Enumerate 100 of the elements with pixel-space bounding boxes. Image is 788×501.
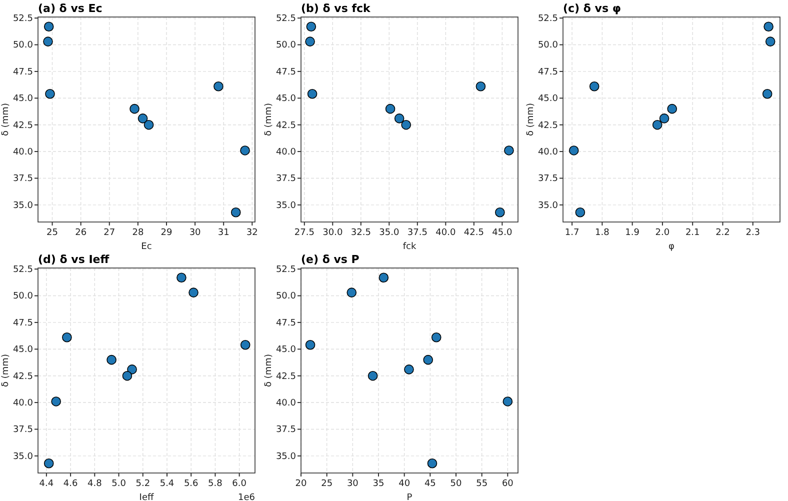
y-tick-label: 37.5 (12, 174, 33, 184)
y-tick-label: 47.5 (12, 67, 33, 78)
point (230, 208, 241, 218)
x-tick-label: 60 (502, 479, 514, 489)
y-tick-label: 40.0 (12, 398, 34, 408)
x-tick-label: 4.8 (87, 479, 102, 489)
x-tick-label: 2.1 (685, 228, 700, 238)
point (240, 340, 250, 350)
point (122, 370, 132, 381)
point (427, 458, 438, 468)
x-tick-label: 25 (321, 479, 333, 489)
y-axis-title: δ (mm) (526, 103, 536, 136)
x-tick-label: 5.8 (208, 479, 223, 489)
y-tick-label: 42.5 (276, 120, 296, 131)
x-tick-label: 55 (476, 479, 488, 489)
y-tick-label: 50.0 (12, 292, 34, 302)
x-tick-label: 27.5 (294, 228, 314, 238)
x-tick-label: 28 (132, 228, 144, 238)
y-tick-label: 52.5 (538, 14, 558, 24)
x-tick-label: 1.9 (625, 228, 640, 238)
y-tick-label: 40.0 (538, 148, 558, 158)
point (44, 22, 54, 32)
x-tick-label: 26 (75, 228, 87, 238)
y-tick-label: 37.5 (538, 174, 558, 184)
x-tick-label: 30 (346, 479, 359, 489)
point (431, 332, 442, 342)
point (378, 272, 389, 282)
point (476, 82, 486, 92)
x-axis-title: P (406, 493, 413, 501)
y-tick-label: 42.5 (276, 372, 296, 382)
point (305, 340, 316, 350)
point (568, 146, 579, 156)
y-tick-label: 52.5 (12, 265, 33, 276)
x-tick-label: 35 (372, 479, 384, 489)
y-tick-label: 35.0 (276, 452, 296, 462)
y-tick-label: 47.5 (276, 67, 296, 78)
point (127, 364, 137, 374)
x-tick-label: 32 (246, 228, 258, 238)
x-tick-label: 5.6 (184, 479, 199, 489)
x-tick-label: 20 (295, 479, 307, 489)
y-tick-label: 37.5 (276, 425, 296, 436)
y-tick-label: 52.5 (276, 265, 296, 276)
y-tick-label: 47.5 (276, 318, 296, 328)
y-tick-label: 37.5 (276, 174, 296, 184)
y-axis-title: δ (mm) (264, 103, 274, 136)
x-tick-label: 5.2 (136, 479, 150, 489)
point (176, 272, 186, 282)
point (765, 36, 776, 46)
point (130, 104, 140, 114)
point (138, 114, 148, 124)
x-tick-label: 42.5 (464, 228, 484, 238)
x-tick-label: 29 (160, 228, 172, 238)
x-axis-title: fck (402, 242, 417, 252)
point (51, 396, 61, 406)
text: 1e6 (238, 493, 256, 501)
x-tick-label: 4.6 (63, 479, 78, 489)
y-tick-label: 52.5 (12, 14, 33, 24)
x-tick-label: 1.8 (595, 228, 610, 238)
x-tick-label: 30 (189, 228, 202, 238)
point (106, 354, 116, 365)
y-tick-label: 35.0 (276, 200, 296, 211)
point (762, 88, 772, 99)
point (188, 288, 198, 298)
point (240, 146, 250, 156)
chart-title: (d) δ vs Ieff (38, 253, 110, 266)
y-axis-title: δ (mm) (264, 354, 274, 387)
y-tick-label: 45.0 (538, 94, 558, 104)
y-tick-label: 50.0 (538, 40, 558, 51)
point (44, 458, 54, 468)
y-tick-label: 45.0 (12, 345, 34, 356)
y-tick-label: 50.0 (276, 292, 296, 302)
y-tick-label: 47.5 (12, 318, 33, 328)
x-tick-label: 2.0 (655, 228, 670, 238)
x-tick-label: 2.3 (746, 228, 760, 238)
x-tick-label: 5.0 (112, 479, 126, 489)
x-axis-title: Ec (141, 242, 152, 252)
point (659, 114, 670, 124)
point (667, 104, 678, 114)
point (502, 396, 513, 406)
point (307, 88, 318, 99)
point (404, 364, 414, 374)
point (504, 146, 514, 156)
point (385, 104, 396, 114)
point (652, 120, 662, 130)
point (575, 208, 586, 218)
x-tick-label: 31 (218, 228, 230, 238)
y-tick-label: 45.0 (276, 345, 296, 356)
y-axis-title: δ (mm) (1, 354, 11, 387)
y-tick-label: 42.5 (12, 120, 33, 131)
point (368, 370, 378, 381)
y-axis-title: δ (mm) (1, 103, 11, 136)
point (495, 208, 505, 218)
point (394, 114, 404, 124)
x-tick-label: 5.4 (160, 479, 174, 489)
y-tick-label: 52.5 (276, 14, 296, 24)
x-tick-label: 45.0 (492, 228, 512, 238)
point (62, 332, 72, 342)
chart-title: (c) δ vs φ (563, 2, 621, 15)
x-axis-title: Ieff (139, 493, 154, 501)
y-tick-label: 40.0 (276, 148, 296, 158)
